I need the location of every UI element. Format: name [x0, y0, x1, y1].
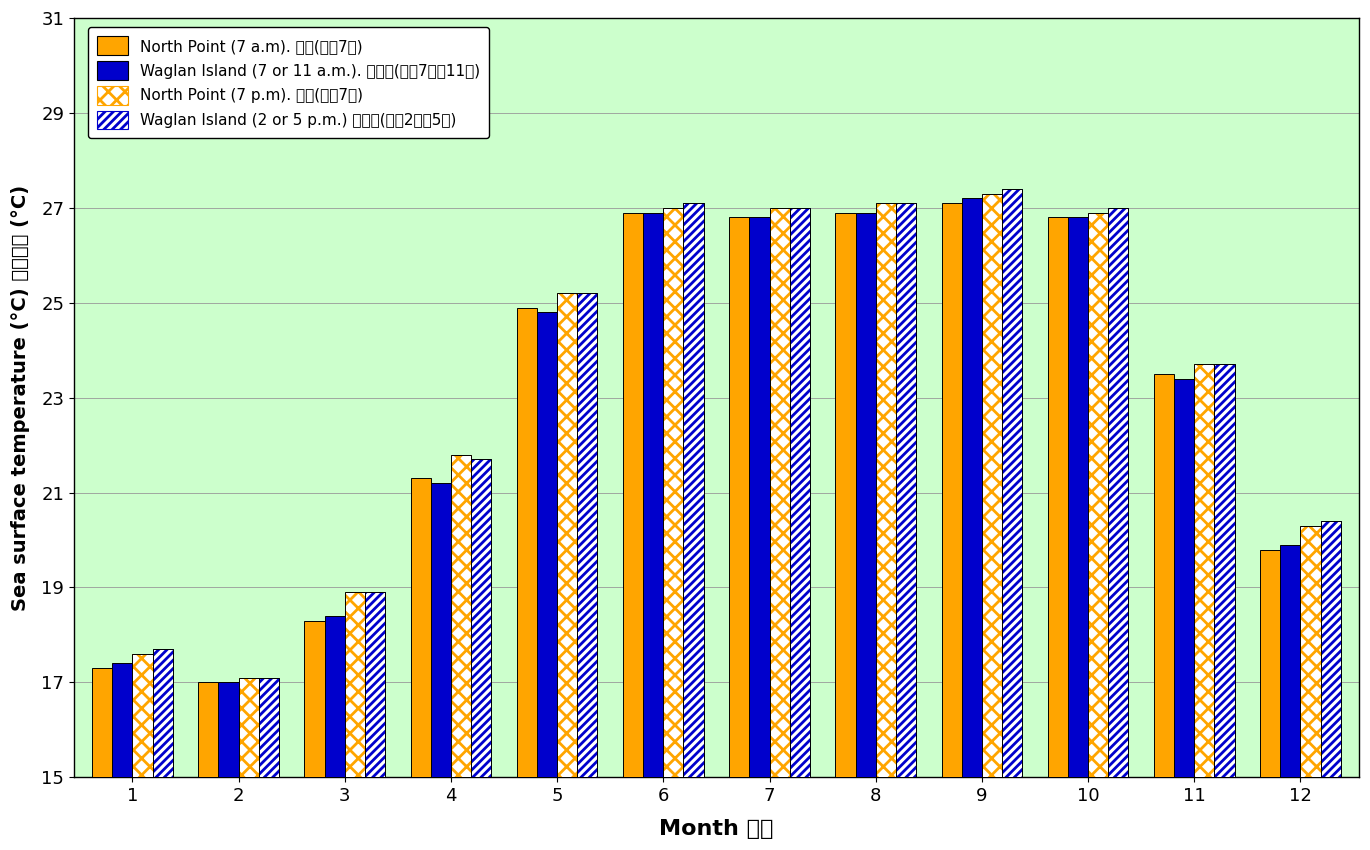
Bar: [1069, 218, 1088, 850]
Bar: [982, 194, 1001, 850]
Bar: [1001, 189, 1022, 850]
Bar: [471, 459, 492, 850]
Bar: [238, 677, 259, 850]
Bar: [259, 677, 279, 850]
Bar: [875, 203, 896, 850]
Bar: [304, 620, 325, 850]
Bar: [1108, 208, 1129, 850]
X-axis label: Month 月份: Month 月份: [659, 819, 774, 839]
Bar: [152, 649, 173, 850]
Bar: [1174, 379, 1195, 850]
Legend: North Point (7 a.m). 北角(上午7時), Waglan Island (7 or 11 a.m.). 橫琅島(上午7時或11時), Nort: North Point (7 a.m). 北角(上午7時), Waglan Is…: [88, 27, 489, 139]
Bar: [896, 203, 917, 850]
Bar: [152, 649, 173, 850]
Bar: [516, 308, 537, 850]
Bar: [623, 212, 643, 850]
Bar: [451, 455, 471, 850]
Bar: [1214, 365, 1234, 850]
Bar: [982, 194, 1001, 850]
Bar: [577, 293, 597, 850]
Bar: [1001, 189, 1022, 850]
Bar: [345, 592, 364, 850]
Bar: [471, 459, 492, 850]
Bar: [770, 208, 789, 850]
Bar: [1195, 365, 1214, 850]
Bar: [1108, 208, 1129, 850]
Bar: [92, 668, 112, 850]
Bar: [411, 479, 430, 850]
Bar: [941, 203, 962, 850]
Bar: [451, 455, 471, 850]
Bar: [537, 312, 558, 850]
Bar: [112, 663, 133, 850]
Bar: [364, 592, 385, 850]
Bar: [1088, 212, 1108, 850]
Bar: [133, 654, 152, 850]
Bar: [1321, 521, 1341, 850]
Y-axis label: Sea surface temperature (°C) 海面温度 (°C): Sea surface temperature (°C) 海面温度 (°C): [11, 184, 30, 611]
Bar: [855, 212, 875, 850]
Bar: [684, 203, 704, 850]
Bar: [218, 683, 238, 850]
Bar: [770, 208, 789, 850]
Bar: [1195, 365, 1214, 850]
Bar: [199, 683, 218, 850]
Bar: [1281, 545, 1300, 850]
Bar: [663, 208, 684, 850]
Bar: [1088, 212, 1108, 850]
Bar: [364, 592, 385, 850]
Bar: [1154, 374, 1174, 850]
Bar: [325, 616, 345, 850]
Bar: [789, 208, 810, 850]
Bar: [1300, 526, 1321, 850]
Bar: [875, 203, 896, 850]
Bar: [558, 293, 577, 850]
Bar: [1260, 550, 1281, 850]
Bar: [430, 483, 451, 850]
Bar: [1048, 218, 1069, 850]
Bar: [663, 208, 684, 850]
Bar: [558, 293, 577, 850]
Bar: [1214, 365, 1234, 850]
Bar: [729, 218, 749, 850]
Bar: [643, 212, 663, 850]
Bar: [896, 203, 917, 850]
Bar: [789, 208, 810, 850]
Bar: [836, 212, 855, 850]
Bar: [238, 677, 259, 850]
Bar: [684, 203, 704, 850]
Bar: [133, 654, 152, 850]
Bar: [1321, 521, 1341, 850]
Bar: [259, 677, 279, 850]
Bar: [962, 198, 982, 850]
Bar: [749, 218, 770, 850]
Bar: [1300, 526, 1321, 850]
Bar: [577, 293, 597, 850]
Bar: [345, 592, 364, 850]
